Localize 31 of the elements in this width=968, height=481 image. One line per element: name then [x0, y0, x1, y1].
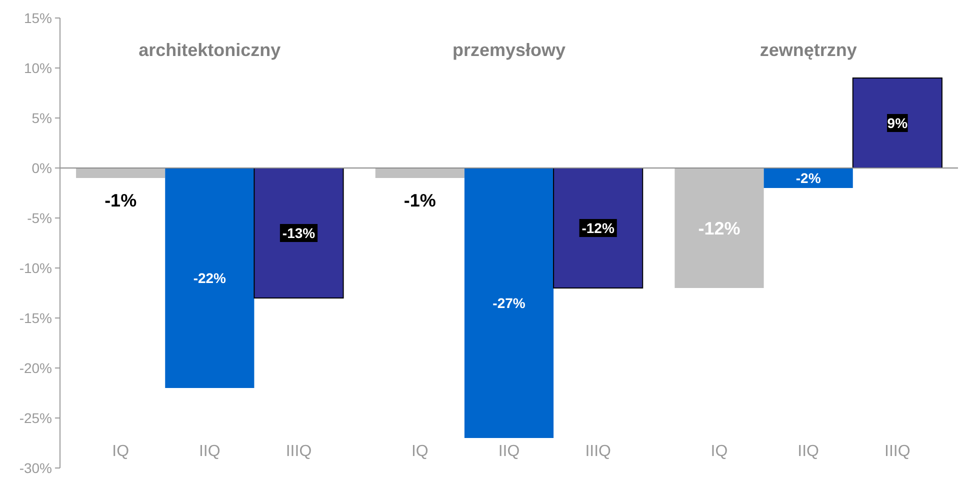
annotation: zewnętrzny [760, 40, 857, 60]
y-tick-label: 10% [24, 60, 52, 76]
x-tick-label: IIQ [798, 443, 820, 460]
data-label: -2% [796, 170, 822, 186]
x-tick-label: IIIQ [585, 443, 611, 460]
data-label: -22% [193, 270, 227, 286]
y-tick-label: -30% [19, 460, 52, 476]
y-tick-label: -15% [19, 310, 52, 326]
x-tick-label: IQ [710, 443, 728, 460]
x-tick-label: IQ [112, 443, 130, 460]
annotation: architektoniczny [138, 40, 281, 60]
x-tick-label: IIIQ [286, 443, 312, 460]
data-label: -27% [492, 294, 526, 311]
x-tick-label: IQ [411, 443, 428, 460]
x-tick-label: IIIQ [884, 443, 910, 460]
data-label: -12% [582, 220, 615, 236]
y-tick-label: -5% [27, 210, 52, 226]
data-label: -1% [104, 190, 137, 210]
x-tick-label: IIQ [498, 443, 520, 460]
y-tick-label: 0% [32, 160, 52, 176]
data-label: -13% [282, 224, 316, 241]
y-tick-label: 15% [24, 10, 52, 26]
y-tick-label: -20% [19, 360, 52, 376]
y-tick-label: -10% [19, 260, 52, 276]
x-tick-label: IIQ [198, 443, 220, 460]
annotation: przemysłowy [452, 40, 566, 60]
data-label: -12% [698, 218, 740, 238]
y-tick-label: 5% [32, 110, 52, 126]
data-label: 9% [887, 114, 908, 131]
data-label: -1% [404, 190, 436, 210]
y-tick-label: -25% [19, 410, 52, 426]
